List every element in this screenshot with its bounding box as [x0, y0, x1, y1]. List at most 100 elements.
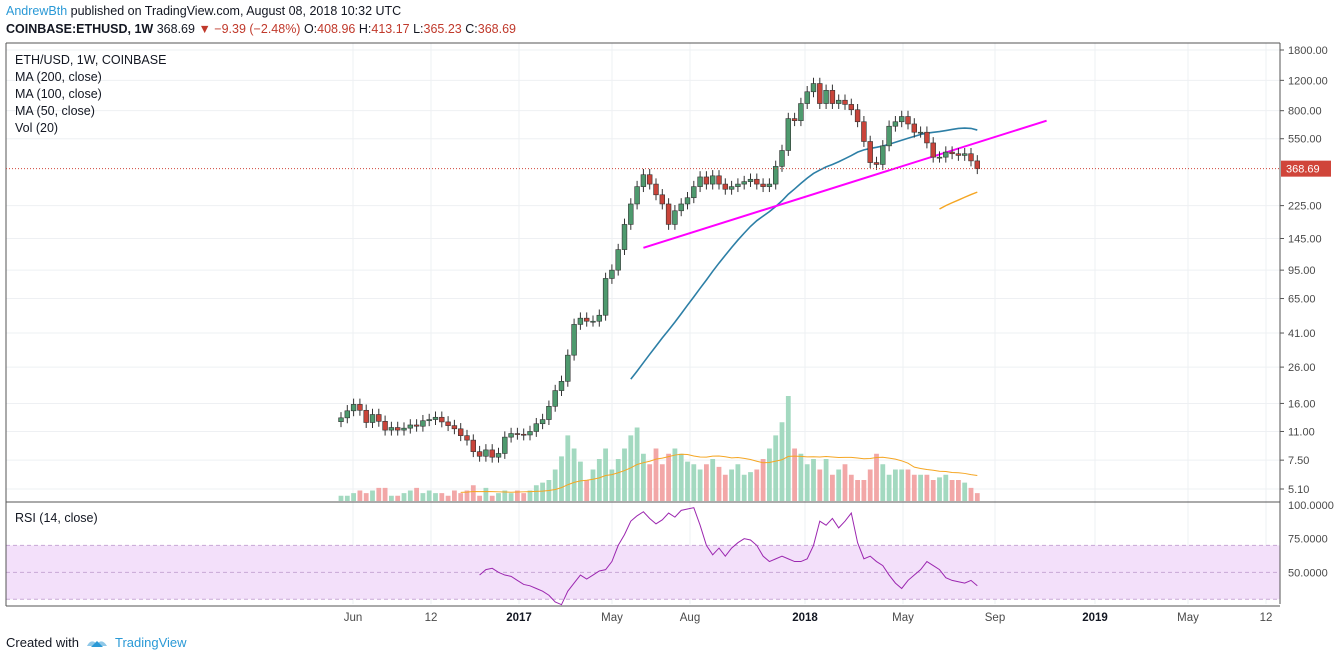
support-trendline	[643, 119, 1047, 249]
candle-down	[489, 449, 495, 458]
candle-down	[968, 153, 974, 162]
volume-bar	[496, 493, 501, 501]
candle-up	[917, 131, 924, 134]
volume-bar	[956, 480, 961, 501]
candle-down	[848, 104, 855, 111]
volume-bar	[565, 435, 571, 501]
price-axis-labels: 1800.00 1200.00 800.00 550.00 225.00 145.00 95…	[1280, 45, 1334, 579]
volume-bar	[672, 448, 678, 501]
legend-ma50[interactable]: MA (50, close)	[15, 104, 95, 118]
volume-bar	[848, 474, 854, 501]
candle-down	[703, 176, 710, 185]
candle-down	[394, 427, 401, 431]
volume-bar	[968, 487, 974, 501]
published-text: published on TradingView.com, August 08,…	[70, 4, 402, 18]
volume-bar	[949, 480, 955, 501]
legend-vol[interactable]: Vol (20)	[15, 121, 59, 135]
author-link[interactable]: AndrewBth	[6, 4, 68, 18]
candle-up	[640, 174, 647, 187]
volume-bar	[943, 474, 949, 501]
candle-up	[539, 419, 546, 425]
candle-down	[854, 109, 861, 123]
price-tick-label: 41.00	[1288, 328, 1316, 340]
candle-up	[628, 203, 634, 225]
legend-ma200[interactable]: MA (200, close)	[15, 70, 102, 84]
volume-bar	[678, 453, 684, 501]
candle-up	[546, 405, 552, 420]
time-tick-label: 2018	[792, 612, 818, 624]
volume-bar	[445, 495, 451, 501]
candle-down	[949, 151, 955, 155]
trendline	[643, 119, 1047, 249]
candle-up	[388, 427, 395, 431]
candle-down	[653, 183, 659, 196]
candle-down	[583, 317, 590, 322]
candle-up	[527, 431, 533, 436]
volume-bar	[489, 495, 495, 501]
volume-bar	[691, 464, 697, 501]
volume-bar	[930, 480, 936, 501]
candle-up	[615, 249, 621, 271]
volume-bar	[338, 495, 344, 501]
price-tick-label: 225.00	[1288, 201, 1322, 213]
candle-down	[382, 421, 388, 431]
moving-averages	[630, 127, 978, 380]
candle-up	[892, 121, 899, 127]
volume-bar	[911, 474, 917, 501]
footer: Created with TradingView	[6, 635, 187, 650]
volume-bar	[722, 474, 728, 501]
candle-up	[961, 153, 968, 156]
legend-ma100[interactable]: MA (100, close)	[15, 87, 102, 101]
candle-down	[873, 162, 880, 165]
candle-down	[451, 425, 458, 430]
candle-down	[457, 428, 464, 436]
volume-bar	[741, 474, 747, 501]
candle-down	[722, 183, 729, 190]
volume-bar	[527, 490, 533, 501]
volume-bar	[559, 456, 564, 501]
volume-bar	[792, 448, 797, 501]
candle-up	[552, 390, 558, 407]
candle-down	[716, 175, 722, 185]
candle-down	[754, 178, 760, 185]
open-value: 408.96	[317, 22, 356, 36]
volume-bar	[798, 453, 804, 501]
low-value: 365.23	[423, 22, 462, 36]
volume-bar	[533, 485, 539, 501]
candle-down	[974, 160, 981, 169]
volume-bar	[596, 459, 602, 501]
high-value: 413.17	[371, 22, 410, 36]
volume-bar	[937, 477, 942, 501]
candle-down	[376, 414, 382, 422]
candle-down	[867, 141, 873, 163]
time-axis-labels: Jun 12 2017 May Aug 2018 May Sep 2019 May 12	[344, 612, 1273, 624]
symbol: COINBASE:ETHUSD, 1W	[6, 22, 154, 36]
volume-bar	[729, 469, 734, 501]
volume-bar	[439, 493, 445, 501]
volume-bar	[893, 469, 898, 501]
volume-ma-line	[460, 453, 978, 493]
volume-bar	[502, 490, 508, 501]
volume-bar	[389, 495, 394, 501]
candle-up	[766, 183, 773, 187]
candle-up	[747, 178, 754, 182]
volume-bar	[458, 493, 464, 501]
ma50-line	[630, 127, 978, 380]
time-tick-label: 2019	[1082, 612, 1108, 624]
candle-up	[495, 453, 502, 458]
volume-bar	[426, 490, 432, 501]
volume-bar	[552, 469, 558, 501]
price-tick-label: 1800.00	[1288, 45, 1328, 57]
time-tick-label: May	[1177, 612, 1199, 624]
close-label: C:	[465, 22, 478, 36]
candle-up	[728, 186, 735, 190]
volume-bar	[962, 482, 968, 501]
last-price-tag: 368.69	[6, 160, 1331, 177]
volume-bar	[710, 459, 716, 501]
rsi-legend[interactable]: RSI (14, close)	[15, 511, 98, 525]
candle-up	[735, 183, 741, 187]
candle-up	[344, 410, 350, 419]
volume-bar	[590, 469, 596, 501]
tradingview-link[interactable]: TradingView	[114, 635, 187, 650]
